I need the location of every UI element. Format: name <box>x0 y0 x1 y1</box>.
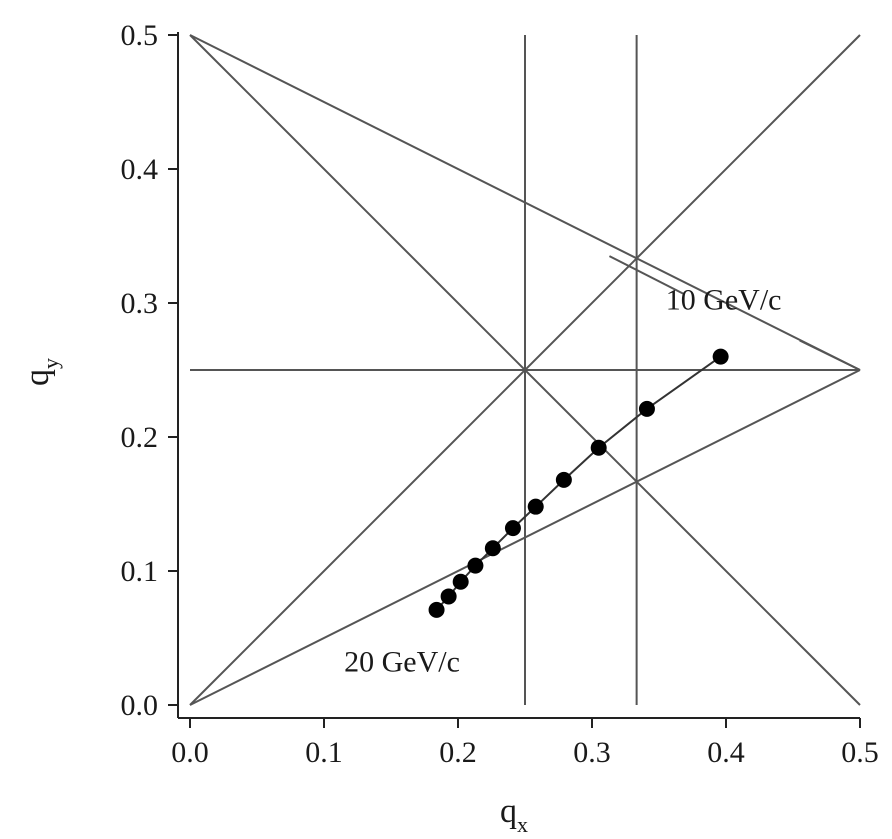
y-tick-label: 0.4 <box>121 153 159 186</box>
tune-point <box>590 439 607 456</box>
resonance-line <box>189 34 861 706</box>
tune-point <box>467 557 484 574</box>
tune-point <box>712 348 729 365</box>
x-tick-label: 0.2 <box>439 736 477 769</box>
x-axis-label: qx <box>500 793 528 837</box>
resonance-line <box>189 369 861 706</box>
x-tick-label: 0.1 <box>305 736 343 769</box>
y-tick-label: 0.0 <box>121 689 159 722</box>
y-axis-label-base: q <box>19 369 56 386</box>
energy-annotation: 10 GeV/c <box>666 284 782 317</box>
y-tick-label: 0.5 <box>121 19 159 52</box>
x-tick-label: 0.4 <box>707 736 745 769</box>
annotations: 10 GeV/c 20 GeV/c <box>344 284 781 679</box>
y-tick-label: 0.1 <box>121 555 159 588</box>
tune-series <box>428 348 729 618</box>
x-tick-label: 0.5 <box>841 736 879 769</box>
ticks <box>168 34 861 728</box>
resonance-line <box>189 34 861 371</box>
resonance-lines <box>189 34 861 706</box>
tune-point <box>555 471 572 488</box>
x-tick-label: 0.3 <box>573 736 611 769</box>
y-axis-label-sub: y <box>38 358 63 369</box>
tune-point <box>452 573 469 590</box>
annotation-leaders <box>608 255 861 371</box>
tick-labels: 0.0 0.1 0.2 0.3 0.4 0.5 0.0 0.1 0.2 0.3 0.4 0.5 <box>121 19 879 769</box>
y-tick-label: 0.3 <box>121 287 159 320</box>
annotation-leader <box>799 339 861 371</box>
y-axis-label: qy <box>19 358 63 386</box>
x-axis-label-sub: x <box>517 812 528 837</box>
tune-point <box>428 601 445 618</box>
x-axis-label-base: q <box>500 793 517 830</box>
axes <box>177 32 860 719</box>
annotation-leader <box>608 255 684 295</box>
y-tick-label: 0.2 <box>121 421 159 454</box>
tune-point <box>504 520 521 537</box>
tune-point <box>527 498 544 515</box>
tune-point <box>638 400 655 417</box>
tune-point <box>440 588 457 605</box>
x-tick-label: 0.0 <box>171 736 209 769</box>
tune-point <box>484 540 501 557</box>
energy-annotation: 20 GeV/c <box>344 646 460 679</box>
